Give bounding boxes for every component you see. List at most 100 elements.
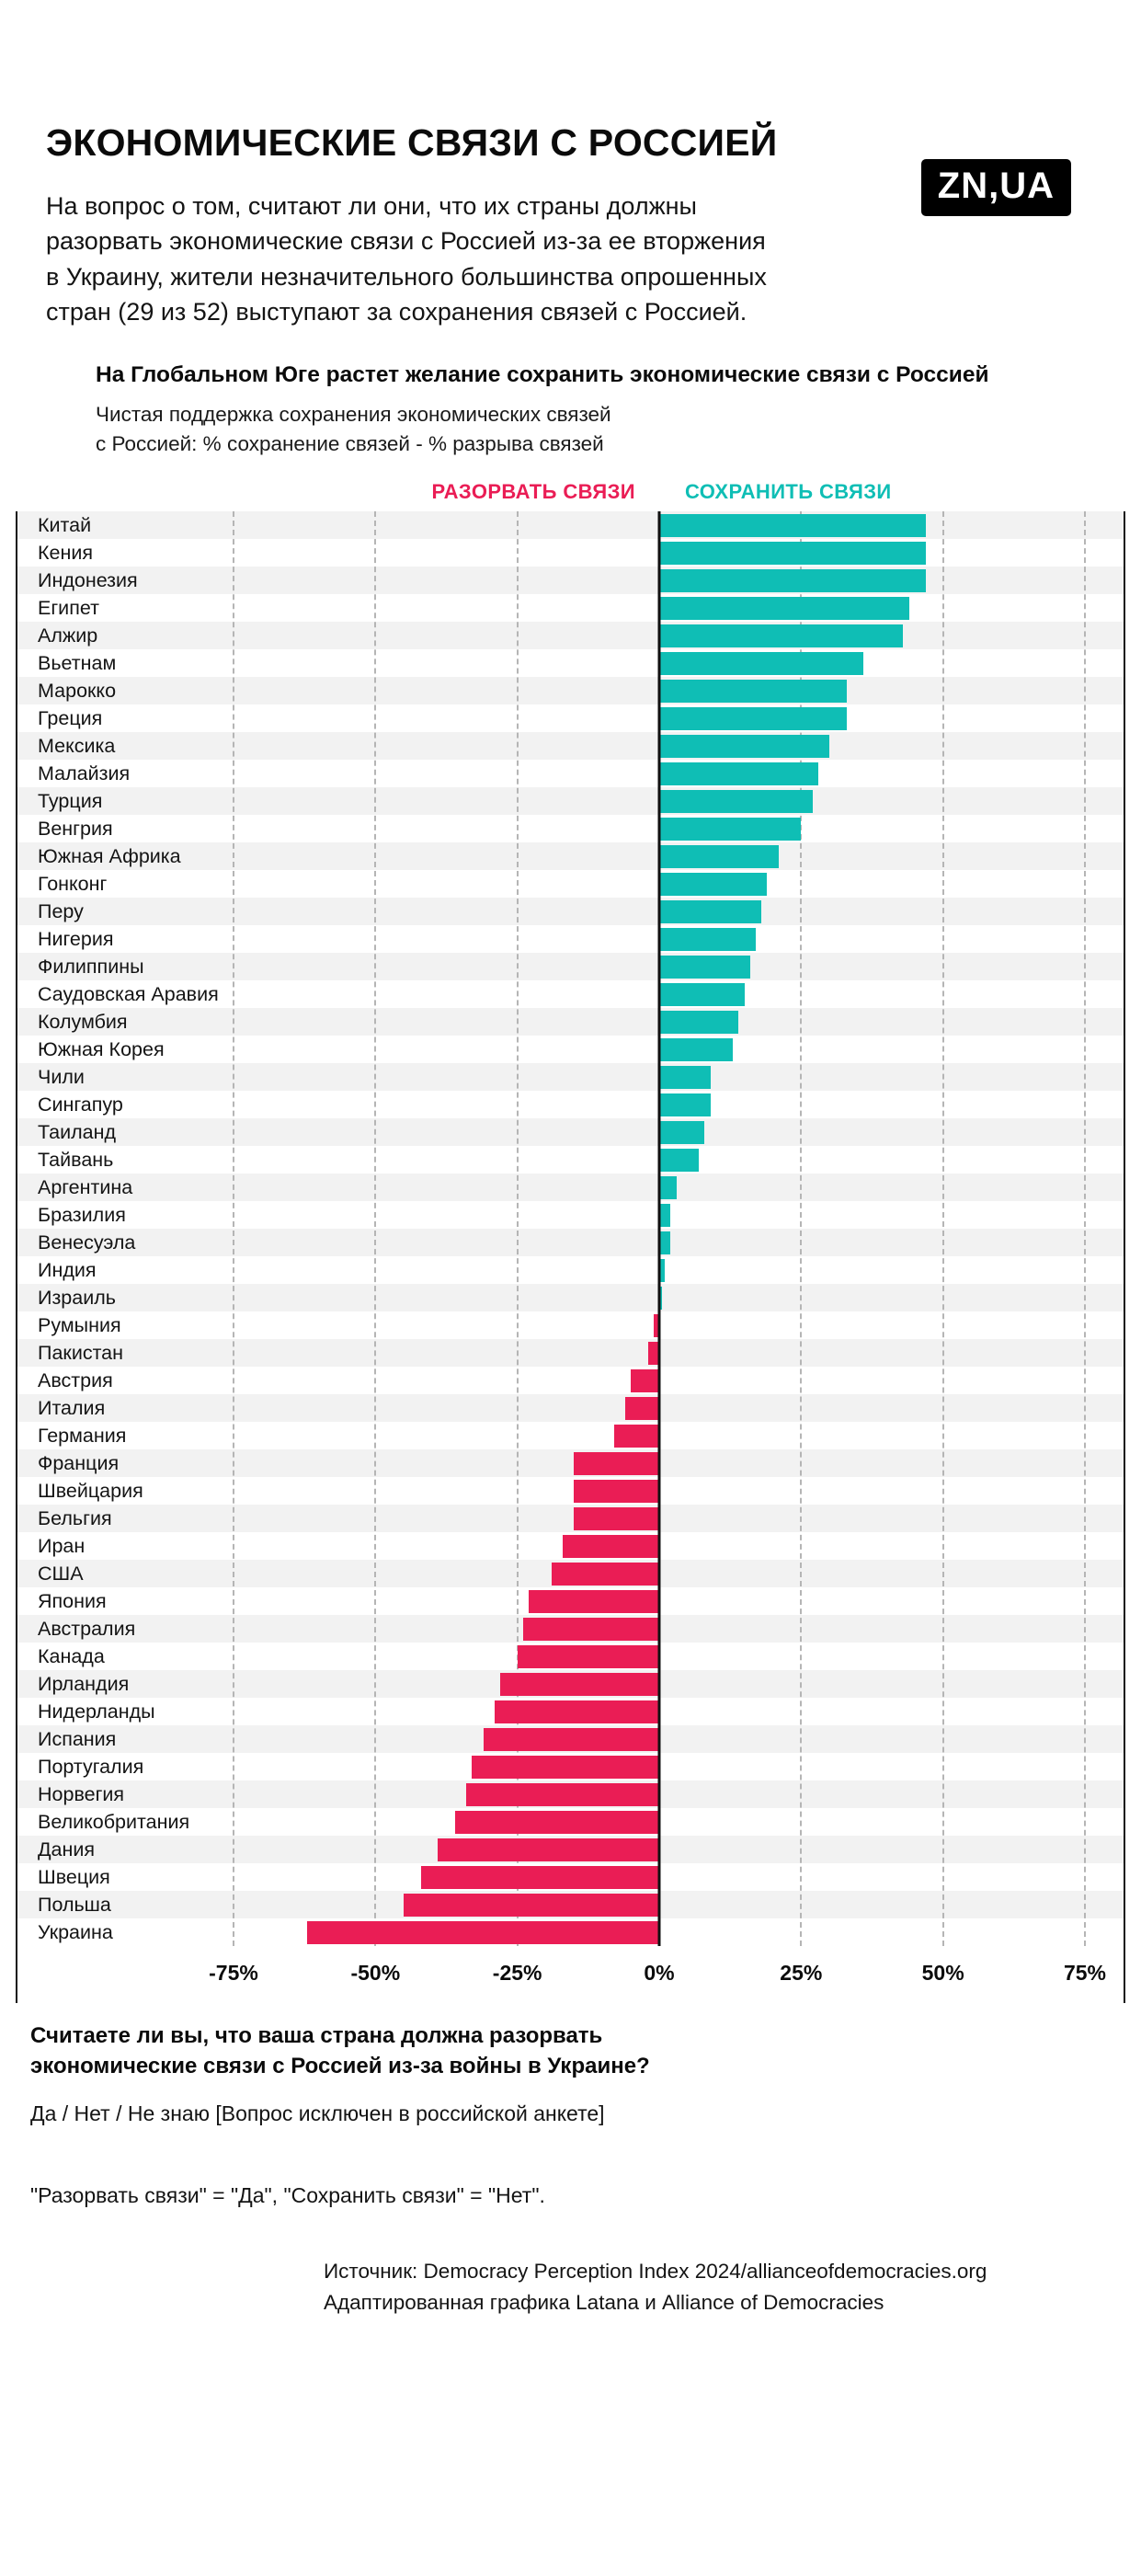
country-label: Бельгия (38, 1507, 112, 1530)
country-label: Венгрия (38, 818, 113, 841)
bar-track (234, 1725, 1085, 1753)
bar-track (234, 1036, 1085, 1063)
bar-track (234, 980, 1085, 1008)
bar-track (234, 677, 1085, 704)
keep-ties-bar (659, 1120, 705, 1144)
bar-track (234, 1091, 1085, 1118)
chart-row: Венесуэла (17, 1229, 1124, 1257)
chart-row: Румыния (17, 1311, 1124, 1339)
keep-ties-bar (659, 761, 818, 785)
country-label: Аргентина (38, 1176, 133, 1199)
bar-track (234, 1311, 1085, 1339)
cut-ties-bar (466, 1782, 659, 1806)
chart-row: Швейцария (17, 1477, 1124, 1505)
bar-track (234, 1339, 1085, 1367)
x-axis-ticks: -75% -50% -25% 0% 25% 50% 75% (209, 1946, 1106, 2003)
chart-row: Египет (17, 594, 1124, 622)
source-line: Источник: Democracy Perception Index 202… (324, 2260, 987, 2284)
country-label: Венесуэла (38, 1231, 136, 1254)
chart-row: Южная Корея (17, 1036, 1124, 1063)
chart-row: Канада (17, 1643, 1124, 1670)
bar-track (234, 1422, 1085, 1449)
bar-track (234, 1808, 1085, 1836)
keep-ties-bar (659, 817, 802, 841)
bar-track (234, 1891, 1085, 1918)
chart-description: Чистая поддержка сохранения экономически… (96, 400, 1141, 458)
chart-row: Греция (17, 704, 1124, 732)
bar-track (234, 1587, 1085, 1615)
keep-ties-bar (659, 596, 909, 620)
country-label: Марокко (38, 680, 117, 703)
country-label: Румыния (38, 1314, 121, 1337)
chart-row: Аргентина (17, 1174, 1124, 1202)
bar-track (234, 1174, 1085, 1201)
survey-question: Считаете ли вы, что ваша страна должна р… (30, 2023, 650, 2078)
legend-cut-ties: РАЗОРВАТЬ СВЯЗИ (431, 480, 635, 504)
chart-row: Португалия (17, 1753, 1124, 1780)
chart-row: Австралия (17, 1615, 1124, 1643)
bar-track (234, 953, 1085, 980)
bar-track (234, 1284, 1085, 1311)
bar-track (234, 1698, 1085, 1725)
chart-row: Алжир (17, 622, 1124, 650)
x-axis-tick: 75% (1063, 1961, 1107, 1986)
chart-row: Марокко (17, 677, 1124, 705)
chart-row: Италия (17, 1394, 1124, 1423)
country-label: Великобритания (38, 1811, 190, 1834)
bar-track (234, 1532, 1085, 1560)
bar-track (234, 1146, 1085, 1174)
chart-row: Германия (17, 1422, 1124, 1449)
x-axis-tick: -75% (209, 1961, 258, 1986)
chart-row: Ирландия (17, 1670, 1124, 1699)
country-label: Иран (38, 1535, 86, 1558)
definition-note: "Разорвать связи" = "Да", "Сохранить свя… (30, 2183, 545, 2208)
keep-ties-bar (659, 706, 847, 730)
keep-ties-bar (659, 1010, 739, 1034)
keep-ties-bar (659, 927, 756, 951)
bar-track (234, 594, 1085, 622)
country-label: Канада (38, 1645, 105, 1668)
bar-track (234, 1780, 1085, 1808)
keep-ties-bar (659, 1037, 734, 1061)
bar-track (234, 760, 1085, 787)
x-axis-tick: 0% (644, 1961, 675, 1986)
legend-plot: РАЗОРВАТЬ СВЯЗИ СОХРАНИТЬ СВЯЗИ (234, 473, 1085, 511)
country-label: Малайзия (38, 762, 131, 785)
chart-row: Тайвань (17, 1146, 1124, 1174)
country-label: Турция (38, 790, 103, 813)
chart-row: Китай (17, 511, 1124, 540)
bar-track (234, 1063, 1085, 1091)
bar-track (234, 898, 1085, 925)
chart-description-line: с Россией: % сохранение связей - % разры… (96, 431, 604, 455)
country-label: Греция (38, 707, 103, 730)
keep-ties-bar (659, 1065, 711, 1089)
keep-ties-bar (659, 513, 927, 537)
bar-track (234, 1367, 1085, 1394)
x-axis-tick: 25% (780, 1961, 823, 1986)
country-label: Южная Африка (38, 845, 181, 868)
bar-track (234, 1505, 1085, 1532)
cut-ties-bar (631, 1368, 659, 1392)
country-label: Нигерия (38, 928, 114, 951)
country-label: Израиль (38, 1287, 116, 1310)
country-label: Португалия (38, 1756, 144, 1779)
chart-row: Индонезия (17, 567, 1124, 595)
chart-row: Малайзия (17, 760, 1124, 787)
cut-ties-bar (472, 1755, 659, 1779)
country-label: Польша (38, 1894, 111, 1917)
chart-row: Чили (17, 1063, 1124, 1092)
country-label: Гонконг (38, 873, 108, 896)
chart-legend: РАЗОРВАТЬ СВЯЗИ СОХРАНИТЬ СВЯЗИ (17, 473, 1124, 511)
country-label: Филиппины (38, 956, 144, 979)
chart-row: Иран (17, 1532, 1124, 1560)
bar-track (234, 1394, 1085, 1422)
chart-row: Бельгия (17, 1505, 1124, 1533)
bar-track (234, 1836, 1085, 1863)
keep-ties-bar (659, 872, 768, 896)
bar-track (234, 539, 1085, 567)
chart-row: Австрия (17, 1367, 1124, 1394)
cut-ties-bar (404, 1893, 659, 1917)
country-label: Франция (38, 1452, 120, 1475)
keep-ties-bar (659, 651, 864, 675)
page-title: ЭКОНОМИЧЕСКИЕ СВЯЗИ С РОССИЕЙ (46, 121, 778, 164)
